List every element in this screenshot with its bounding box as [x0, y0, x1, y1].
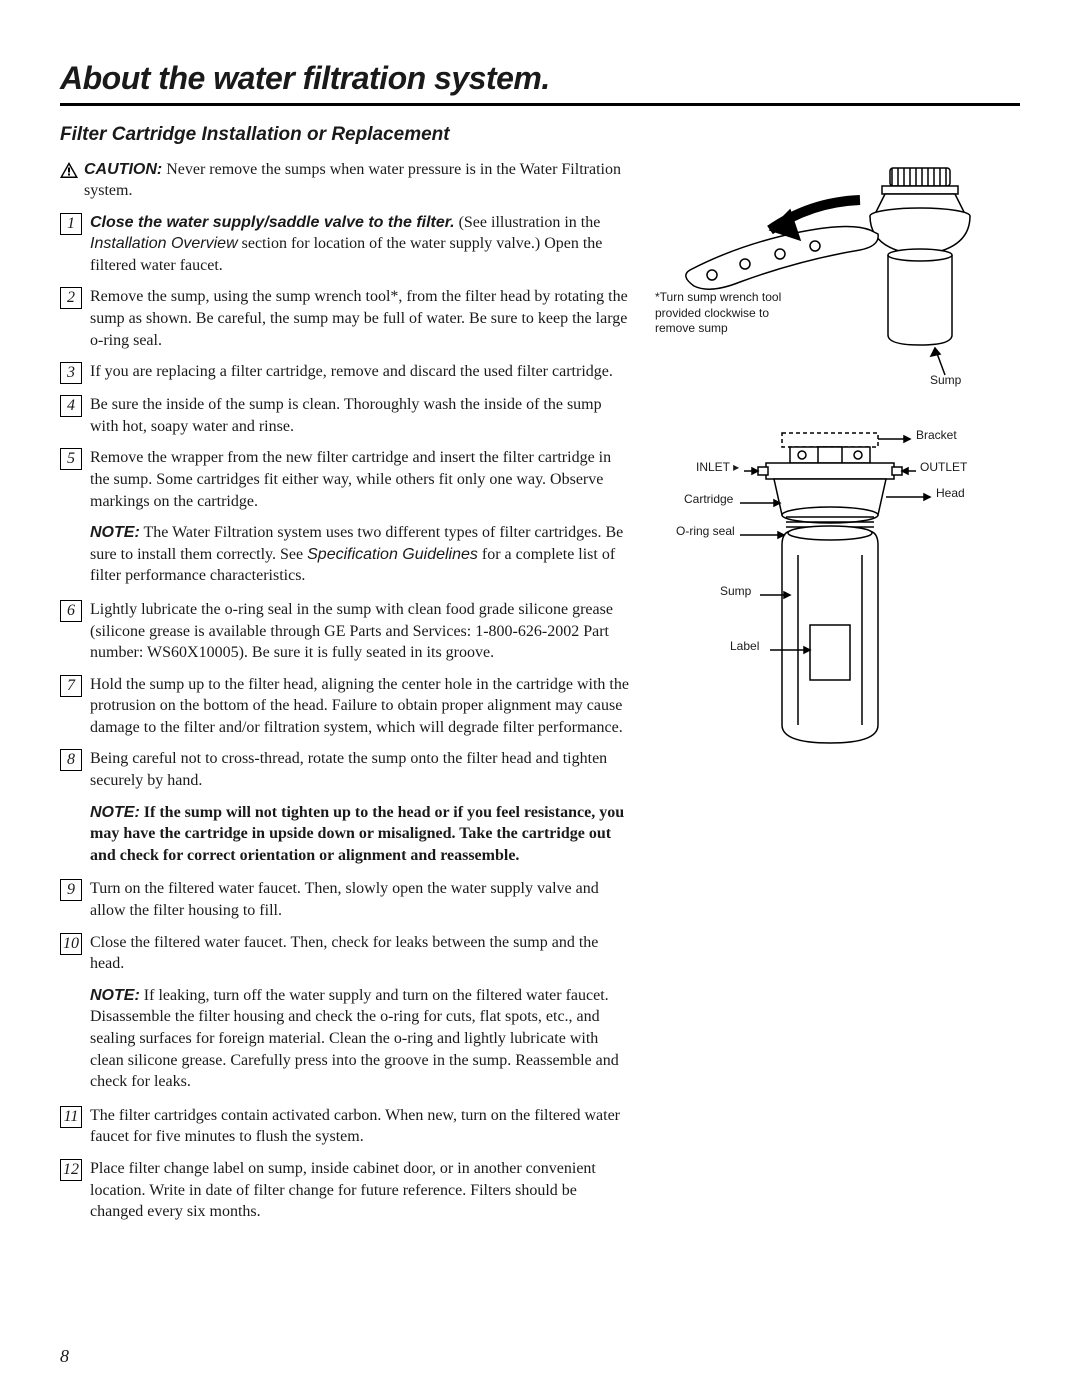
- step-11: 11 The filter cartridges contain activat…: [60, 1105, 630, 1148]
- step-number: 4: [60, 395, 82, 417]
- fig2-label: Label: [730, 639, 759, 653]
- step-number: 11: [60, 1106, 82, 1128]
- step-body: Being careful not to cross-thread, rotat…: [90, 748, 630, 791]
- step-body: The filter cartridges contain activated …: [90, 1105, 630, 1148]
- step-number: 3: [60, 362, 82, 384]
- caution-text: CAUTION: Never remove the sumps when wat…: [84, 160, 630, 202]
- warning-icon: [60, 162, 78, 178]
- fig2-bracket: Bracket: [916, 428, 957, 442]
- note-text: If leaking, turn off the water supply an…: [90, 987, 619, 1090]
- title-rule: [60, 103, 1020, 106]
- step-number: 7: [60, 675, 82, 697]
- step-body: Place filter change label on sump, insid…: [90, 1158, 630, 1223]
- page-title: About the water filtration system.: [60, 60, 1020, 97]
- step-3: 3 If you are replacing a filter cartridg…: [60, 361, 630, 384]
- fig2-oring: O-ring seal: [676, 524, 735, 538]
- fig2-cartridge: Cartridge: [684, 492, 733, 506]
- fig2-outlet: OUTLET: [920, 460, 967, 474]
- step-number: 10: [60, 933, 82, 955]
- step-number: 12: [60, 1159, 82, 1181]
- step-ital: Installation Overview: [90, 235, 238, 252]
- note-2: NOTE: If the sump will not tighten up to…: [90, 802, 630, 867]
- step-body: Lightly lubricate the o-ring seal in the…: [90, 599, 630, 664]
- step-12: 12 Place filter change label on sump, in…: [60, 1158, 630, 1223]
- step-2: 2 Remove the sump, using the sump wrench…: [60, 286, 630, 351]
- step-4: 4 Be sure the inside of the sump is clea…: [60, 394, 630, 437]
- note-3: NOTE: If leaking, turn off the water sup…: [90, 985, 630, 1093]
- note-label: NOTE:: [90, 804, 140, 821]
- step-body: If you are replacing a filter cartridge,…: [90, 361, 613, 383]
- text-column: CAUTION: Never remove the sumps when wat…: [60, 160, 630, 1233]
- fig2-inlet: INLET ▸: [696, 460, 739, 474]
- note-text: If the sump will not tighten up to the h…: [90, 804, 624, 864]
- fig1-caption: *Turn sump wrench tool provided clockwis…: [655, 290, 795, 337]
- step-number: 9: [60, 879, 82, 901]
- step-body: Be sure the inside of the sump is clean.…: [90, 394, 630, 437]
- step-number: 1: [60, 213, 82, 235]
- step-body: Turn on the filtered water faucet. Then,…: [90, 878, 630, 921]
- step-1: 1 Close the water supply/saddle valve to…: [60, 212, 630, 277]
- step-number: 8: [60, 749, 82, 771]
- step-number: 2: [60, 287, 82, 309]
- page-number: 8: [60, 1346, 69, 1367]
- fig2-sump: Sump: [720, 584, 751, 598]
- caution-block: CAUTION: Never remove the sumps when wat…: [60, 160, 630, 202]
- assembly-diagram-icon: [650, 425, 1010, 765]
- step-8: 8 Being careful not to cross-thread, rot…: [60, 748, 630, 791]
- step-7: 7 Hold the sump up to the filter head, a…: [60, 674, 630, 739]
- step-10: 10 Close the filtered water faucet. Then…: [60, 932, 630, 975]
- fig2-head: Head: [936, 486, 965, 500]
- content-columns: CAUTION: Never remove the sumps when wat…: [60, 160, 1020, 1233]
- step-body: Close the water supply/saddle valve to t…: [90, 212, 630, 277]
- note-ital: Specification Guidelines: [307, 546, 478, 563]
- step-9: 9 Turn on the filtered water faucet. The…: [60, 878, 630, 921]
- step-6: 6 Lightly lubricate the o-ring seal in t…: [60, 599, 630, 664]
- step-body: Remove the wrapper from the new filter c…: [90, 447, 630, 512]
- note-label: NOTE:: [90, 987, 140, 1004]
- step-body: Hold the sump up to the filter head, ali…: [90, 674, 630, 739]
- note-1: NOTE: The Water Filtration system uses t…: [90, 522, 630, 587]
- caution-body: Never remove the sumps when water pressu…: [84, 161, 621, 199]
- step-lead: Close the water supply/saddle valve to t…: [90, 214, 455, 231]
- section-subtitle: Filter Cartridge Installation or Replace…: [60, 124, 1020, 146]
- note-label: NOTE:: [90, 524, 140, 541]
- wrench-diagram-icon: [650, 160, 1010, 390]
- step-body: Remove the sump, using the sump wrench t…: [90, 286, 630, 351]
- step-body: Close the filtered water faucet. Then, c…: [90, 932, 630, 975]
- caution-label: CAUTION:: [84, 161, 162, 178]
- figure-column: *Turn sump wrench tool provided clockwis…: [650, 160, 1010, 1233]
- step-number: 6: [60, 600, 82, 622]
- step-number: 5: [60, 448, 82, 470]
- step-5: 5 Remove the wrapper from the new filter…: [60, 447, 630, 512]
- fig1-sump-label: Sump: [930, 373, 961, 387]
- step-tail1: (See illustration in the: [455, 214, 601, 231]
